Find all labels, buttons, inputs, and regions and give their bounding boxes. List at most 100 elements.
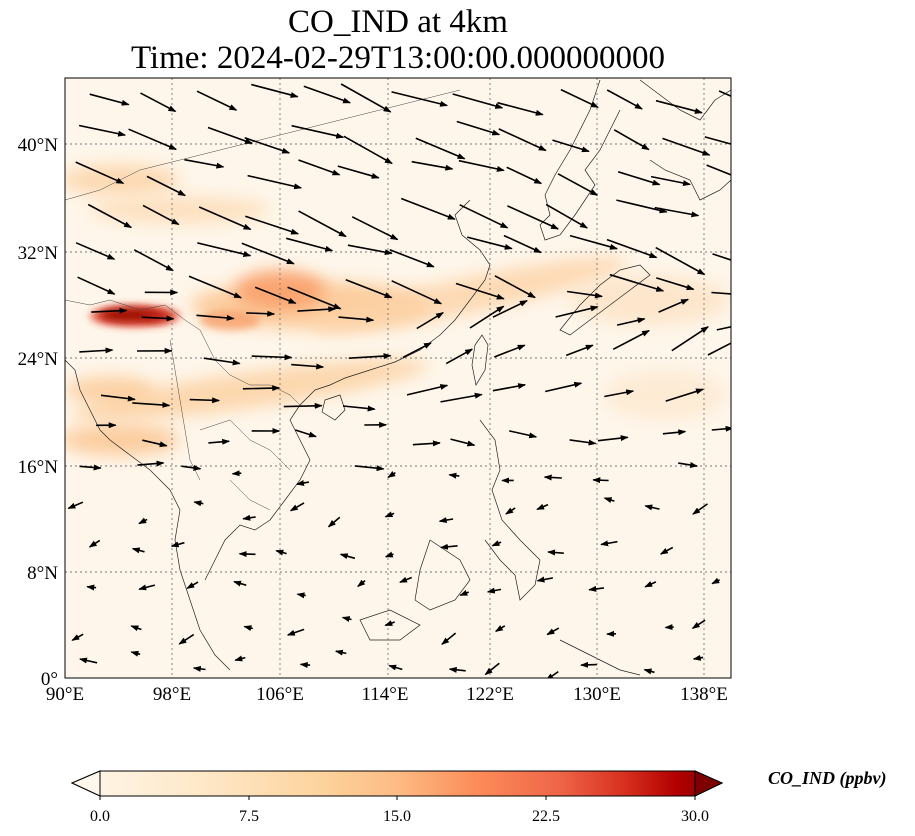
coastlines [65, 79, 731, 676]
wind-arrow [655, 246, 706, 276]
wind-arrow [178, 633, 195, 645]
colorbar-tick: 0.0 [90, 808, 110, 825]
wind-arrow [588, 585, 605, 592]
wind-arrow [440, 392, 483, 403]
wind-arrow [338, 316, 375, 323]
wind-arrow [391, 91, 449, 107]
wind-arrow [384, 551, 394, 558]
y-tick-label: 24°N [18, 349, 59, 370]
wind-arrow [440, 543, 458, 550]
wind-arrow [497, 101, 544, 116]
wind-arrow [659, 546, 674, 555]
map-frame [64, 77, 732, 679]
wind-arrow [592, 477, 609, 484]
wind-arrow [67, 501, 84, 510]
wind-arrow [198, 206, 252, 231]
colorbar-tick: 7.5 [239, 808, 259, 825]
wind-arrow [507, 205, 560, 230]
wind-arrow [88, 539, 101, 548]
wind-arrow [286, 628, 305, 636]
y-tick-label: 16°N [18, 457, 59, 478]
wind-arrow [186, 581, 199, 589]
colorbar: 0.0 7.5 15.0 22.5 30.0 [70, 770, 724, 825]
wind-arrow [196, 314, 235, 321]
wind-arrow [603, 497, 615, 504]
wind-arrow [467, 236, 513, 250]
wind-arrow [250, 83, 299, 98]
wind-arrow [79, 657, 98, 664]
wind-arrow [295, 429, 317, 438]
wind-arrow [455, 282, 505, 300]
wind-arrow [189, 397, 221, 404]
x-tick-label: 122°E [466, 684, 514, 705]
wind-arrow [384, 511, 395, 518]
wind-arrow [711, 291, 731, 295]
wind-arrow [303, 85, 352, 104]
wind-arrow [415, 137, 466, 160]
x-axis-labels: 90°E 98°E 106°E 114°E 122°E 130°E 138°E [46, 684, 728, 705]
wind-arrow [100, 394, 136, 402]
wind-arrow [89, 93, 130, 106]
wind-arrow [609, 273, 665, 292]
wind-arrow [644, 504, 660, 511]
wind-arrow [357, 579, 366, 588]
wind-arrow [643, 668, 655, 675]
wind-arrow [438, 517, 454, 524]
y-tick-label: 32°N [18, 243, 59, 264]
wind-arrow [347, 244, 393, 256]
wind-arrow [391, 280, 443, 305]
wind-arrow [662, 137, 711, 156]
wind-arrow [491, 540, 502, 547]
wind-arrow [131, 547, 145, 554]
x-tick-label: 106°E [256, 684, 304, 705]
wind-arrow [142, 439, 168, 448]
wind-arrow [132, 401, 171, 408]
wind-arrow [342, 405, 376, 412]
wind-arrow [207, 126, 253, 145]
wind-arrow [389, 249, 435, 268]
wind-arrow [569, 234, 618, 250]
colorbar-extend-min [70, 770, 101, 797]
x-tick-label: 114°E [362, 684, 409, 705]
wind-arrow [445, 348, 474, 365]
wind-vectors [67, 83, 731, 678]
wind-arrow [351, 216, 399, 241]
wind-arrow [343, 135, 393, 165]
x-tick-label: 138°E [680, 684, 728, 705]
country-borders [65, 89, 461, 511]
wind-arrow [337, 165, 380, 179]
wind-arrow [78, 124, 127, 137]
wind-arrow [188, 275, 243, 299]
wind-arrow [658, 298, 690, 313]
wind-arrow [616, 199, 668, 214]
wind-arrow [536, 503, 549, 511]
wind-arrow [654, 206, 700, 218]
wind-arrow [494, 275, 536, 299]
wind-arrow [616, 317, 646, 326]
map-title: CO_IND at 4km [288, 4, 508, 40]
wind-arrow [296, 480, 310, 486]
colorbar-tick: 30.0 [681, 808, 709, 825]
wind-arrow [600, 540, 618, 547]
wind-arrow [402, 342, 432, 359]
wind-arrow [450, 438, 476, 447]
wind-arrow [604, 389, 635, 398]
y-tick-label: 8°N [27, 563, 58, 584]
wind-arrow [569, 439, 597, 446]
wind-arrow [492, 299, 528, 318]
wind-arrow [75, 242, 116, 260]
wind-arrow [354, 465, 385, 472]
wind-arrow [459, 590, 469, 597]
wind-arrow [348, 353, 392, 360]
wind-arrow [406, 384, 449, 396]
wind-arrow [552, 139, 590, 153]
wind-arrow [231, 470, 242, 477]
wind-arrow [545, 670, 559, 678]
wind-arrow [130, 625, 142, 632]
wind-arrow [650, 175, 691, 186]
wind-arrow [664, 624, 674, 631]
wind-arrow [208, 438, 231, 445]
wind-arrow [452, 93, 504, 109]
wind-arrow [340, 83, 392, 113]
